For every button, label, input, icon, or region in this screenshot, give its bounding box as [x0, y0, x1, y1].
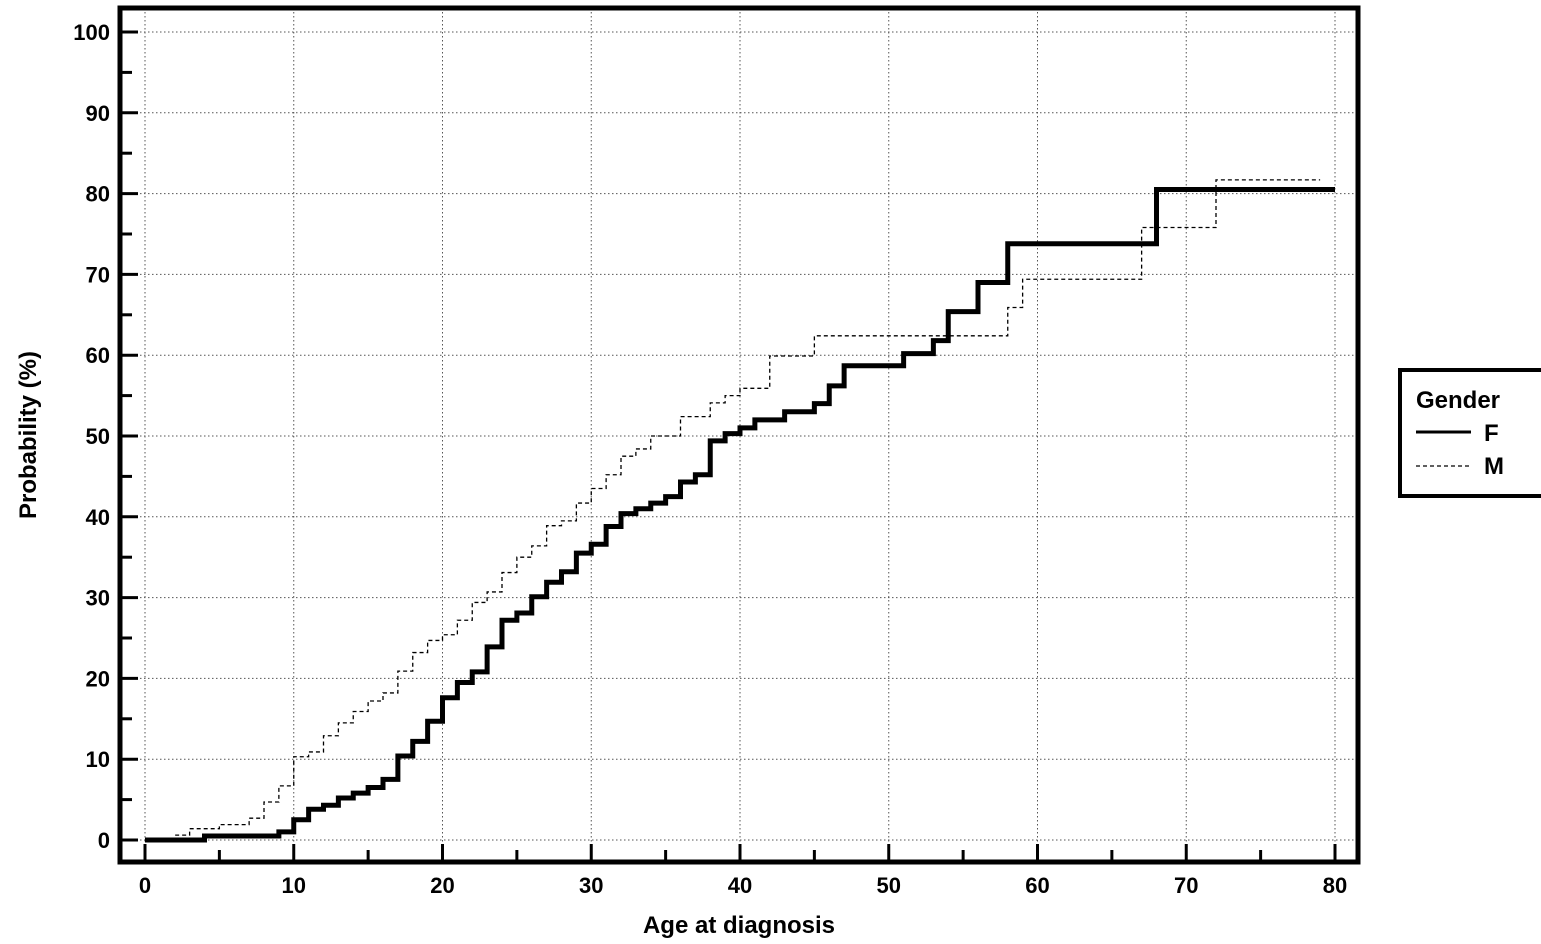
x-tick-label: 30 [579, 873, 603, 898]
y-tick-label: 60 [86, 343, 110, 368]
y-axis-title: Probability (%) [15, 351, 42, 519]
y-tick-label: 100 [73, 20, 110, 45]
x-tick-label: 80 [1323, 873, 1347, 898]
x-tick-label: 10 [282, 873, 306, 898]
x-tick-label: 0 [139, 873, 151, 898]
x-tick-label: 20 [430, 873, 454, 898]
legend-label-m: M [1484, 453, 1504, 480]
y-tick-label: 80 [86, 182, 110, 207]
x-tick-label: 40 [728, 873, 752, 898]
y-tick-label: 10 [86, 747, 110, 772]
x-axis-title: Age at diagnosis [643, 912, 835, 939]
y-tick-label: 0 [98, 828, 110, 853]
series-line-f [145, 187, 1335, 843]
x-tick-label: 50 [877, 873, 901, 898]
y-tick-label: 20 [86, 666, 110, 691]
axis-tick-labels: 0 10 20 30 40 50 60 70 80 0 10 20 30 40 50 60 70 80 90 100 [73, 20, 1347, 898]
y-tick-label: 30 [86, 586, 110, 611]
series-layer [145, 179, 1335, 843]
y-tick-label: 90 [86, 101, 110, 126]
x-tick-label: 70 [1174, 873, 1198, 898]
series-line-m [145, 179, 1321, 841]
y-tick-label: 40 [86, 505, 110, 530]
legend: Gender F M [1398, 368, 1541, 498]
legend-label-f: F [1484, 420, 1499, 447]
y-tick-label: 70 [86, 262, 110, 287]
x-tick-label: 60 [1025, 873, 1049, 898]
y-tick-label: 50 [86, 424, 110, 449]
legend-title: Gender [1416, 387, 1500, 414]
axis-ticks [120, 30, 1337, 862]
